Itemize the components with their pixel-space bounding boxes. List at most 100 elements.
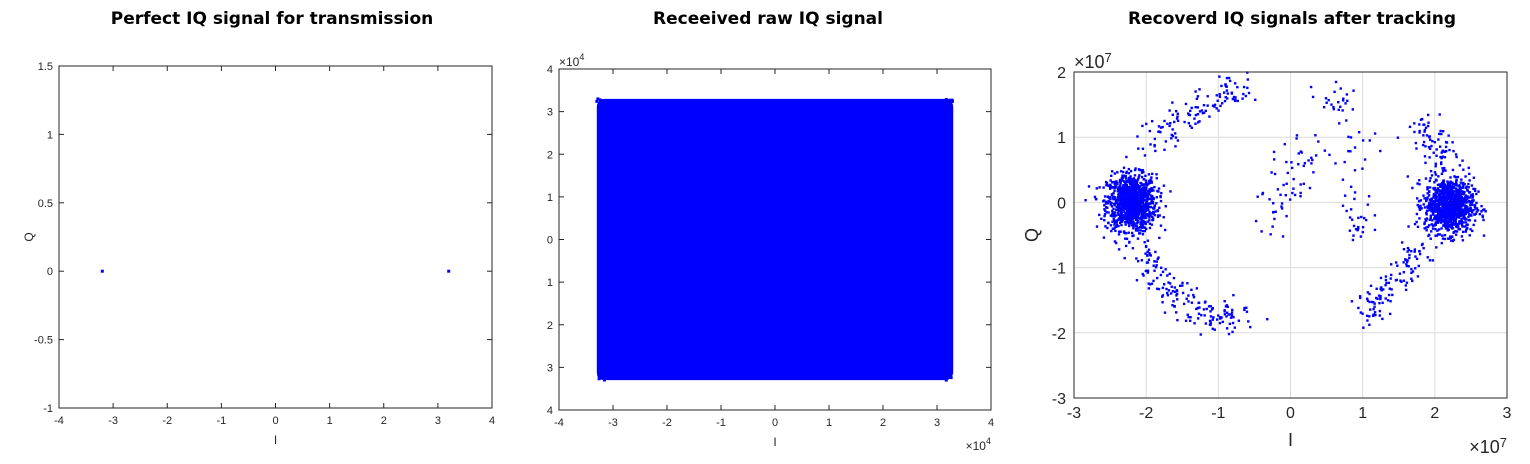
data-point	[1478, 212, 1481, 216]
data-point	[1138, 168, 1141, 172]
data-point	[1456, 191, 1460, 194]
data-point	[1153, 260, 1156, 263]
data-point	[1276, 188, 1280, 191]
data-point	[1444, 219, 1448, 223]
data-point	[1428, 156, 1431, 159]
data-point	[1173, 305, 1176, 308]
data-point	[1273, 217, 1276, 221]
data-point	[1166, 274, 1169, 277]
data-point	[1225, 304, 1229, 307]
data-point	[1292, 177, 1295, 181]
data-point	[1149, 178, 1152, 181]
data-point	[1282, 183, 1285, 187]
data-point	[1242, 85, 1246, 89]
data-point	[1328, 153, 1331, 157]
data-point	[1127, 178, 1131, 181]
x-tick-label: 0	[772, 417, 778, 429]
data-point	[1126, 198, 1130, 202]
data-point	[1141, 229, 1145, 233]
data-point	[1467, 208, 1470, 212]
data-point	[1453, 200, 1456, 203]
data-point	[1187, 112, 1190, 115]
data-point	[1243, 306, 1246, 310]
data-point	[1171, 113, 1175, 117]
data-point	[1438, 145, 1442, 148]
data-point	[1164, 268, 1167, 271]
data-point	[1380, 289, 1383, 292]
data-point	[1113, 221, 1117, 224]
data-point	[1120, 193, 1123, 196]
data-point	[1417, 264, 1420, 268]
data-point	[1146, 220, 1149, 223]
data-point	[1192, 293, 1195, 297]
data-point	[1223, 310, 1226, 313]
data-point	[1446, 222, 1450, 225]
data-point	[1150, 197, 1153, 200]
chart-1-plot: -4 -3 -2 -1 0 1 2 3 4-1-0.500.511.5IQ	[22, 61, 495, 447]
x-axis-exponent: ×107	[1469, 435, 1507, 457]
data-point	[1147, 248, 1151, 251]
data-point	[1406, 250, 1409, 253]
data-point	[1368, 300, 1371, 304]
data-point	[1131, 247, 1135, 250]
data-point	[1167, 281, 1170, 284]
data-point	[1120, 223, 1123, 227]
data-point	[1136, 208, 1140, 212]
data-point	[1444, 208, 1447, 212]
data-point	[1442, 182, 1445, 185]
data-point	[1440, 227, 1443, 230]
data-point	[1121, 200, 1124, 203]
data-point	[1201, 111, 1205, 115]
data-point	[1151, 196, 1154, 199]
data-point	[1415, 220, 1418, 224]
data-point	[1447, 196, 1450, 199]
data-point	[1310, 162, 1313, 165]
data-point	[1133, 215, 1136, 218]
x-tick-label: -1	[216, 415, 226, 427]
data-point	[1448, 235, 1452, 238]
data-point	[1128, 185, 1132, 189]
data-point	[1454, 219, 1457, 222]
data-point	[1141, 195, 1145, 199]
data-point	[1161, 125, 1164, 129]
data-point	[1456, 213, 1459, 216]
data-point	[1150, 195, 1154, 198]
data-point	[1139, 221, 1142, 224]
y-tick-label: -1	[43, 403, 53, 415]
data-point	[1205, 307, 1208, 311]
data-point	[1150, 119, 1154, 123]
data-point	[1442, 202, 1445, 206]
data-point	[1404, 288, 1408, 292]
data-point	[1380, 286, 1383, 289]
data-point	[1418, 208, 1422, 211]
data-point	[1133, 191, 1136, 195]
data-point	[1137, 187, 1141, 190]
data-point	[1119, 207, 1123, 210]
data-point	[1218, 95, 1222, 98]
data-point	[1438, 213, 1442, 217]
data-point	[1103, 208, 1106, 211]
data-point	[1346, 99, 1349, 103]
data-point	[1163, 311, 1167, 314]
data-point	[1147, 287, 1151, 290]
data-point	[1126, 185, 1129, 189]
data-point	[1150, 201, 1154, 205]
data-point	[1125, 155, 1128, 159]
data-point	[1423, 130, 1426, 133]
data-point	[1121, 197, 1125, 200]
data-point	[1443, 166, 1446, 170]
data-point	[1113, 172, 1116, 175]
data-point	[1447, 205, 1451, 208]
data-point	[1443, 237, 1447, 241]
data-point	[1444, 215, 1447, 218]
data-point	[1119, 194, 1123, 198]
data-point	[1134, 185, 1138, 188]
data-point	[1158, 206, 1161, 210]
data-point	[1126, 201, 1129, 204]
data-point	[1150, 223, 1154, 226]
data-point	[1130, 223, 1134, 226]
data-point	[1098, 186, 1101, 189]
data-point	[1421, 143, 1425, 147]
data-point	[1418, 206, 1421, 210]
data-point	[1432, 206, 1435, 210]
